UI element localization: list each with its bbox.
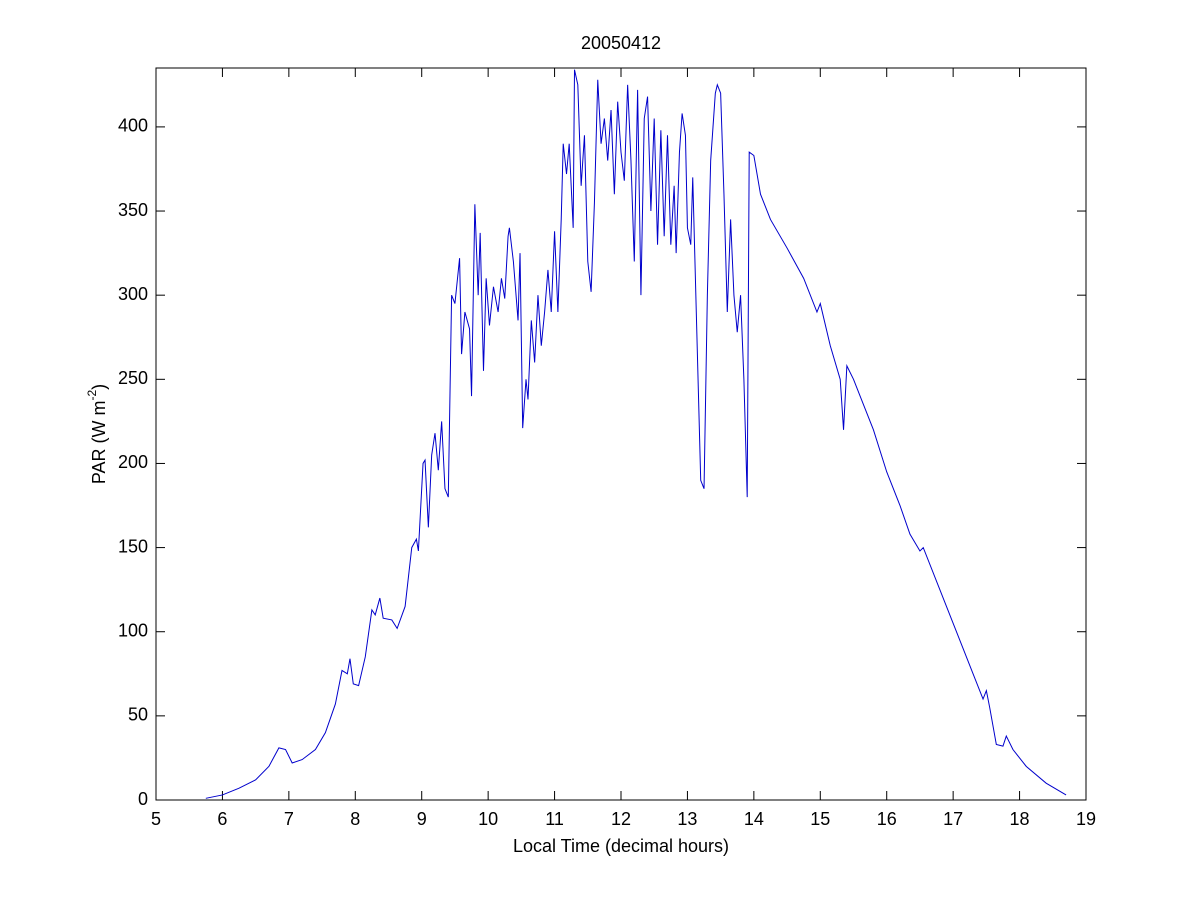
- y-tick-label: 0: [138, 789, 148, 809]
- y-label-text: PAR (W m: [89, 401, 109, 485]
- x-tick-label: 9: [417, 809, 427, 829]
- x-tick-label: 10: [478, 809, 498, 829]
- y-axis-label: PAR (W m-2): [85, 384, 109, 484]
- x-tick-label: 15: [810, 809, 830, 829]
- x-tick-label: 12: [611, 809, 631, 829]
- x-tick-label: 5: [151, 809, 161, 829]
- y-tick-label: 100: [118, 620, 148, 640]
- x-tick-label: 11: [545, 809, 564, 829]
- plot-frame: [155, 67, 1087, 801]
- y-tick-label: 200: [118, 452, 148, 472]
- y-tick-label: 150: [118, 536, 148, 556]
- x-tick-label: 18: [1010, 809, 1030, 829]
- x-tick-label: 13: [677, 809, 697, 829]
- y-label-end: ): [89, 384, 109, 390]
- y-label-sup: -2: [85, 390, 99, 401]
- data-line: [205, 69, 1067, 799]
- x-tick-label: 16: [877, 809, 897, 829]
- y-tick-label: 350: [118, 200, 148, 220]
- y-tick-label: 300: [118, 284, 148, 304]
- x-tick-label: 14: [744, 809, 764, 829]
- y-tick-label: 250: [118, 368, 148, 388]
- x-tick-label: 17: [943, 809, 963, 829]
- x-tick-label: 6: [217, 809, 227, 829]
- y-tick-label: 50: [128, 705, 148, 725]
- x-axis-label: Local Time (decimal hours): [513, 836, 729, 856]
- chart-title: 20050412: [581, 33, 661, 53]
- x-tick-label: 19: [1076, 809, 1096, 829]
- x-tick-label: 7: [284, 809, 294, 829]
- y-tick-label: 400: [118, 116, 148, 136]
- x-tick-label: 8: [350, 809, 360, 829]
